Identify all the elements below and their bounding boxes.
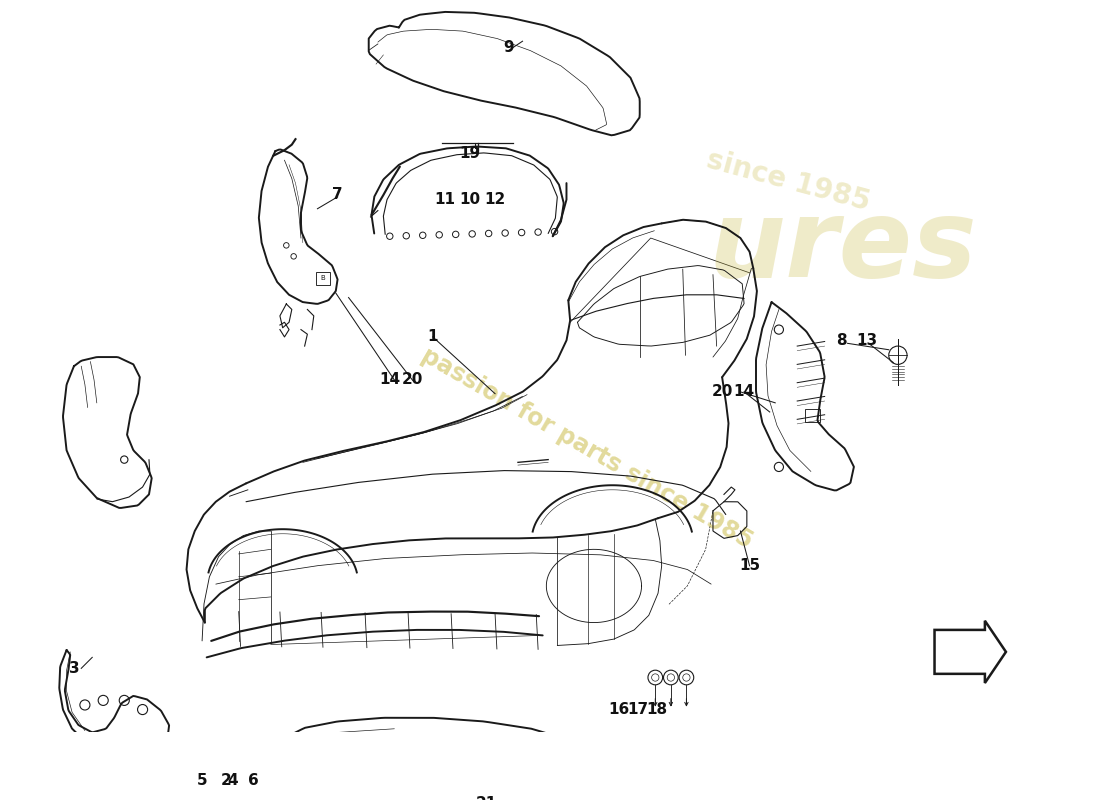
Text: 7: 7: [332, 186, 343, 202]
Text: B: B: [320, 275, 326, 282]
Text: 14: 14: [734, 384, 755, 399]
Text: 9: 9: [504, 40, 514, 55]
Text: 3: 3: [68, 661, 79, 676]
Text: since 1985: since 1985: [703, 146, 873, 217]
Text: ures: ures: [708, 194, 977, 300]
Text: 17: 17: [627, 702, 649, 717]
Text: 12: 12: [484, 192, 506, 207]
Text: 2: 2: [220, 773, 231, 787]
Text: 8: 8: [836, 333, 847, 348]
Text: 18: 18: [647, 702, 668, 717]
Polygon shape: [935, 621, 1005, 683]
Text: 14: 14: [379, 373, 400, 387]
Text: 11: 11: [434, 192, 455, 207]
Text: 20: 20: [402, 373, 424, 387]
Text: 21: 21: [475, 796, 496, 800]
Text: 16: 16: [608, 702, 629, 717]
Text: passion for parts since 1985: passion for parts since 1985: [417, 344, 757, 554]
Text: 6: 6: [248, 773, 258, 787]
Text: 1: 1: [428, 330, 438, 345]
Text: 20: 20: [712, 384, 733, 399]
Text: 19: 19: [459, 146, 480, 162]
Text: 4: 4: [227, 773, 238, 787]
Text: 5: 5: [197, 773, 208, 787]
Text: 15: 15: [739, 558, 760, 574]
Text: 13: 13: [856, 333, 878, 348]
Text: 10: 10: [459, 192, 480, 207]
